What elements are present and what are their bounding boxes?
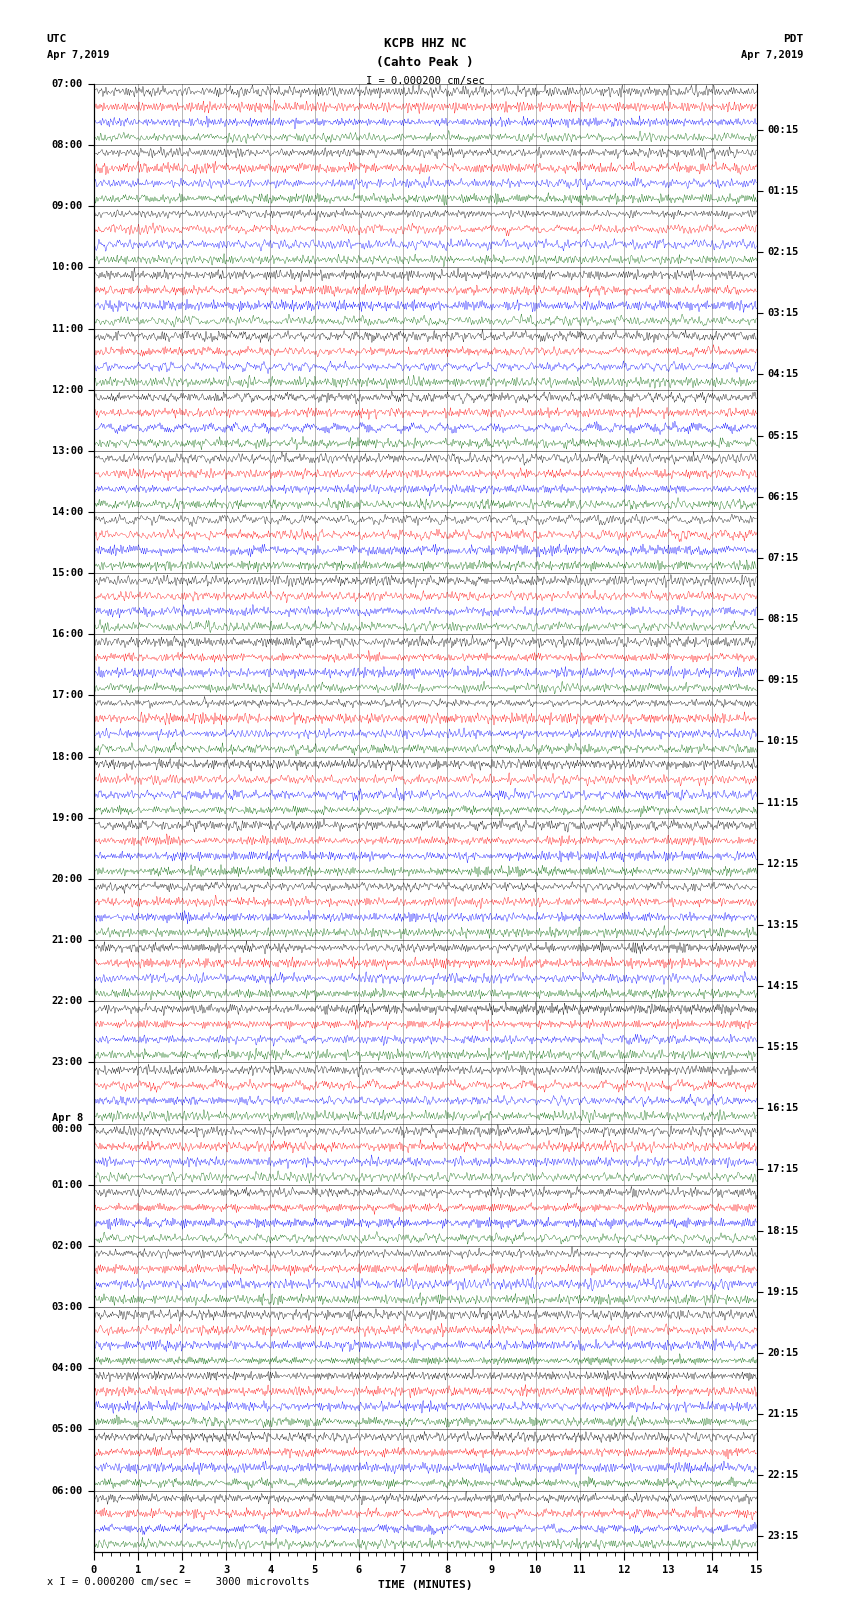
Text: (Cahto Peak ): (Cahto Peak ): [377, 56, 473, 69]
Text: x I = 0.000200 cm/sec =    3000 microvolts: x I = 0.000200 cm/sec = 3000 microvolts: [47, 1578, 309, 1587]
Text: PDT: PDT: [783, 34, 803, 44]
Text: Apr 7,2019: Apr 7,2019: [740, 50, 803, 60]
Text: I = 0.000200 cm/sec: I = 0.000200 cm/sec: [366, 76, 484, 85]
Text: KCPB HHZ NC: KCPB HHZ NC: [383, 37, 467, 50]
Text: Apr 7,2019: Apr 7,2019: [47, 50, 110, 60]
Text: UTC: UTC: [47, 34, 67, 44]
X-axis label: TIME (MINUTES): TIME (MINUTES): [377, 1581, 473, 1590]
